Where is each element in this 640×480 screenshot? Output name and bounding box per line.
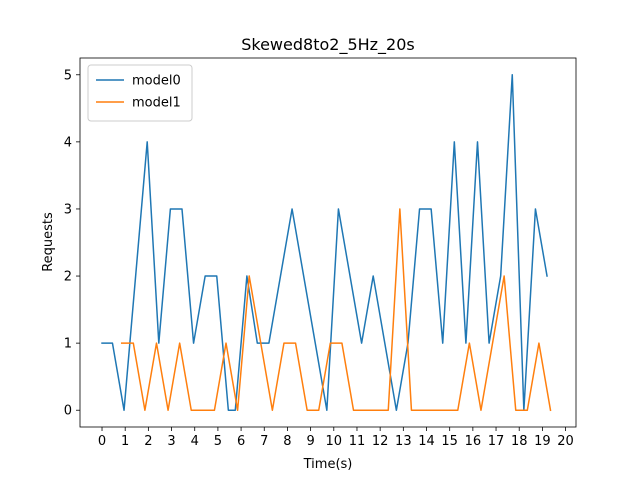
x-tick-label: 11 [349, 434, 366, 449]
x-tick-label: 2 [144, 434, 152, 449]
x-tick-label: 9 [306, 434, 314, 449]
x-tick-label: 8 [283, 434, 291, 449]
x-tick-label: 6 [237, 434, 245, 449]
x-tick-label: 16 [465, 434, 482, 449]
x-tick-label: 5 [214, 434, 222, 449]
x-tick-label: 15 [441, 434, 458, 449]
y-tick-label: 3 [64, 202, 72, 217]
x-tick-label: 20 [557, 434, 574, 449]
plot-frame [79, 57, 577, 428]
y-tick-label: 4 [64, 135, 72, 150]
x-tick-label: 3 [167, 434, 175, 449]
legend-label-model1: model1 [132, 96, 181, 111]
x-tick-label: 10 [326, 434, 343, 449]
legend-label-model0: model0 [132, 74, 181, 89]
x-tick-label: 18 [511, 434, 528, 449]
x-tick-label: 4 [191, 434, 199, 449]
x-tick-label: 14 [418, 434, 435, 449]
chart-title: Skewed8to2_5Hz_20s [241, 35, 415, 55]
x-tick-label: 13 [395, 434, 412, 449]
x-tick-label: 17 [488, 434, 505, 449]
y-tick-label: 1 [64, 337, 72, 352]
y-tick-label: 2 [64, 270, 72, 285]
y-tick-label: 5 [64, 68, 72, 83]
series-line-model1 [120, 208, 552, 412]
y-tick-label: 0 [64, 404, 72, 419]
x-tick-label: 19 [534, 434, 551, 449]
legend-box [87, 64, 193, 122]
y-axis-label: Requests [41, 212, 56, 272]
x-axis-label: Time(s) [303, 457, 353, 472]
x-tick-label: 1 [121, 434, 129, 449]
x-tick-label: 7 [260, 434, 268, 449]
series-line-model0 [101, 74, 548, 411]
x-tick-label: 0 [98, 434, 106, 449]
x-tick-label: 12 [372, 434, 389, 449]
series-layer [101, 74, 552, 412]
legend: model0 model1 [87, 64, 193, 122]
